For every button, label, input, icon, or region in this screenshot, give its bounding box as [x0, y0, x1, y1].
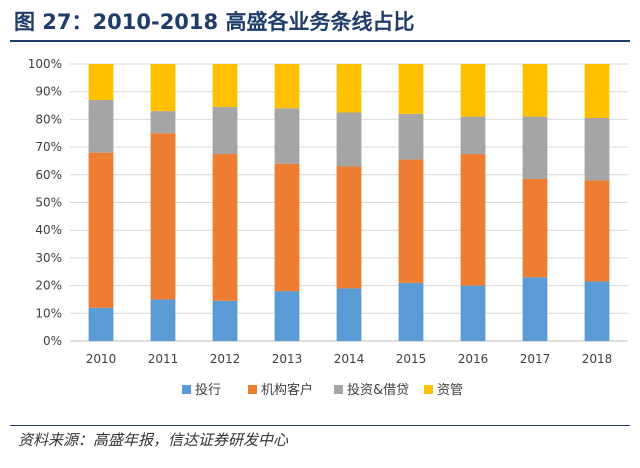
y-tick-label: 20% — [35, 279, 62, 293]
x-tick-label: 2018 — [582, 352, 613, 366]
bar-segment — [274, 163, 300, 292]
y-tick-label: 40% — [35, 223, 62, 237]
y-tick-label: 50% — [35, 196, 62, 210]
y-tick-label: 0% — [43, 334, 62, 348]
legend-swatch — [248, 385, 257, 394]
y-tick-label: 100% — [28, 57, 62, 71]
legend-label: 机构客户 — [261, 382, 313, 398]
bar-segment — [336, 64, 362, 113]
bar-segment — [88, 152, 114, 308]
bar-segment — [584, 281, 610, 341]
x-tick-label: 2012 — [210, 352, 241, 366]
bar-segment — [398, 282, 424, 341]
legend-label: 投行 — [195, 382, 221, 398]
bar-segment — [212, 300, 238, 341]
bar-segment — [584, 64, 610, 119]
bar-segment — [522, 64, 548, 117]
bar-segment — [398, 113, 424, 160]
bar-segment — [212, 154, 238, 301]
chart-title: 图 27：2010-2018 高盛各业务条线占比 — [14, 10, 415, 34]
bar-segment — [336, 288, 362, 341]
source-note: 资料来源：高盛年报，信达证券研发中心 — [18, 431, 289, 449]
y-axis: 0% 10% 20% 30% 40% 50% 60% 70% 80% 90% 100% — [28, 57, 62, 348]
legend-swatch — [424, 385, 433, 394]
legend-label: 资管 — [437, 383, 463, 398]
x-tick-label: 2010 — [86, 352, 117, 366]
stacked-bar-chart: 0%10%20%30%40%50%60%70%80%90%100% 2010 20… — [28, 57, 628, 398]
bar-segment — [522, 178, 548, 278]
bar-segment — [212, 106, 238, 155]
bar-segment — [522, 277, 548, 341]
bars — [88, 64, 610, 341]
x-axis: 2010 2011 2012 2013 2014 2015 2016 2017 2018 — [86, 352, 613, 366]
bar-segment — [88, 307, 114, 341]
bar-segment — [398, 64, 424, 114]
legend-label: 投资&借贷 — [347, 382, 409, 398]
bar-segment — [398, 159, 424, 283]
bar-segment — [88, 64, 114, 101]
y-tick-label: 90% — [35, 85, 62, 99]
legend-swatch — [334, 385, 343, 394]
bar-segment — [584, 118, 610, 181]
bar-segment — [274, 291, 300, 341]
bar-segment — [460, 116, 486, 155]
y-tick-label: 10% — [35, 306, 62, 320]
legend: 投行 机构客户 投资&借贷 资管 — [182, 382, 463, 398]
y-tick-label: 60% — [35, 168, 62, 182]
bar-segment — [336, 112, 362, 167]
bar-segment — [150, 64, 176, 112]
bar-segment — [584, 180, 610, 282]
y-tick-label: 70% — [35, 140, 62, 154]
bar-segment — [150, 111, 176, 134]
y-tick-label: 80% — [35, 112, 62, 126]
x-tick-label: 2017 — [520, 352, 551, 366]
y-tick-label: 30% — [35, 251, 62, 265]
bar-segment — [88, 100, 114, 153]
bar-segment — [150, 133, 176, 300]
x-tick-label: 2016 — [458, 352, 489, 366]
x-tick-label: 2014 — [334, 352, 365, 366]
bar-segment — [336, 166, 362, 289]
bar-segment — [274, 108, 300, 164]
bar-segment — [460, 285, 486, 341]
bar-segment — [460, 64, 486, 117]
x-tick-label: 2013 — [272, 352, 303, 366]
bar-segment — [460, 154, 486, 286]
source-divider — [10, 425, 630, 426]
bar-segment — [522, 116, 548, 179]
bar-segment — [274, 64, 300, 109]
x-tick-label: 2015 — [396, 352, 427, 366]
bar-segment — [150, 299, 176, 341]
legend-swatch — [182, 385, 191, 394]
title-divider — [10, 40, 630, 42]
bar-segment — [212, 64, 238, 107]
x-tick-label: 2011 — [148, 352, 179, 366]
